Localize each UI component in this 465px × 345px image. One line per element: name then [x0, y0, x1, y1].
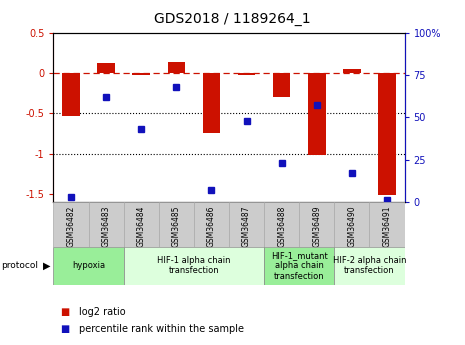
Bar — [334, 202, 370, 247]
Bar — [229, 202, 264, 247]
Bar — [308, 73, 326, 155]
Text: GSM36484: GSM36484 — [137, 205, 146, 247]
Bar — [53, 247, 124, 285]
Text: GSM36491: GSM36491 — [383, 205, 392, 247]
Text: ▶: ▶ — [43, 261, 50, 270]
Bar — [299, 202, 334, 247]
Bar — [343, 69, 361, 73]
Bar — [167, 62, 185, 73]
Bar — [378, 73, 396, 195]
Bar — [88, 202, 124, 247]
Bar — [203, 73, 220, 134]
Text: GSM36485: GSM36485 — [172, 205, 181, 247]
Text: log2 ratio: log2 ratio — [79, 307, 126, 317]
Text: ■: ■ — [60, 325, 70, 334]
Text: ■: ■ — [60, 307, 70, 317]
Text: protocol: protocol — [1, 261, 39, 270]
Bar — [53, 202, 88, 247]
Bar — [264, 247, 334, 285]
Text: GDS2018 / 1189264_1: GDS2018 / 1189264_1 — [154, 12, 311, 26]
Text: GSM36482: GSM36482 — [66, 205, 75, 247]
Bar — [334, 247, 405, 285]
Bar — [369, 202, 405, 247]
Bar — [133, 73, 150, 75]
Bar — [97, 62, 115, 73]
Bar — [273, 73, 291, 97]
Text: GSM36488: GSM36488 — [277, 205, 286, 247]
Text: GSM36486: GSM36486 — [207, 205, 216, 247]
Text: HIF-1 alpha chain
transfection: HIF-1 alpha chain transfection — [157, 256, 231, 275]
Text: GSM36489: GSM36489 — [312, 205, 321, 247]
Text: percentile rank within the sample: percentile rank within the sample — [79, 325, 244, 334]
Text: HIF-1_mutant
alpha chain
transfection: HIF-1_mutant alpha chain transfection — [271, 251, 328, 280]
Bar — [194, 202, 229, 247]
Bar — [159, 202, 194, 247]
Bar — [124, 202, 159, 247]
Bar — [124, 247, 264, 285]
Bar — [238, 73, 255, 75]
Text: GSM36490: GSM36490 — [347, 205, 356, 247]
Bar — [264, 202, 299, 247]
Text: GSM36487: GSM36487 — [242, 205, 251, 247]
Text: hypoxia: hypoxia — [72, 261, 105, 270]
Text: HIF-2 alpha chain
transfection: HIF-2 alpha chain transfection — [332, 256, 406, 275]
Text: GSM36483: GSM36483 — [102, 205, 111, 247]
Bar — [62, 73, 80, 116]
